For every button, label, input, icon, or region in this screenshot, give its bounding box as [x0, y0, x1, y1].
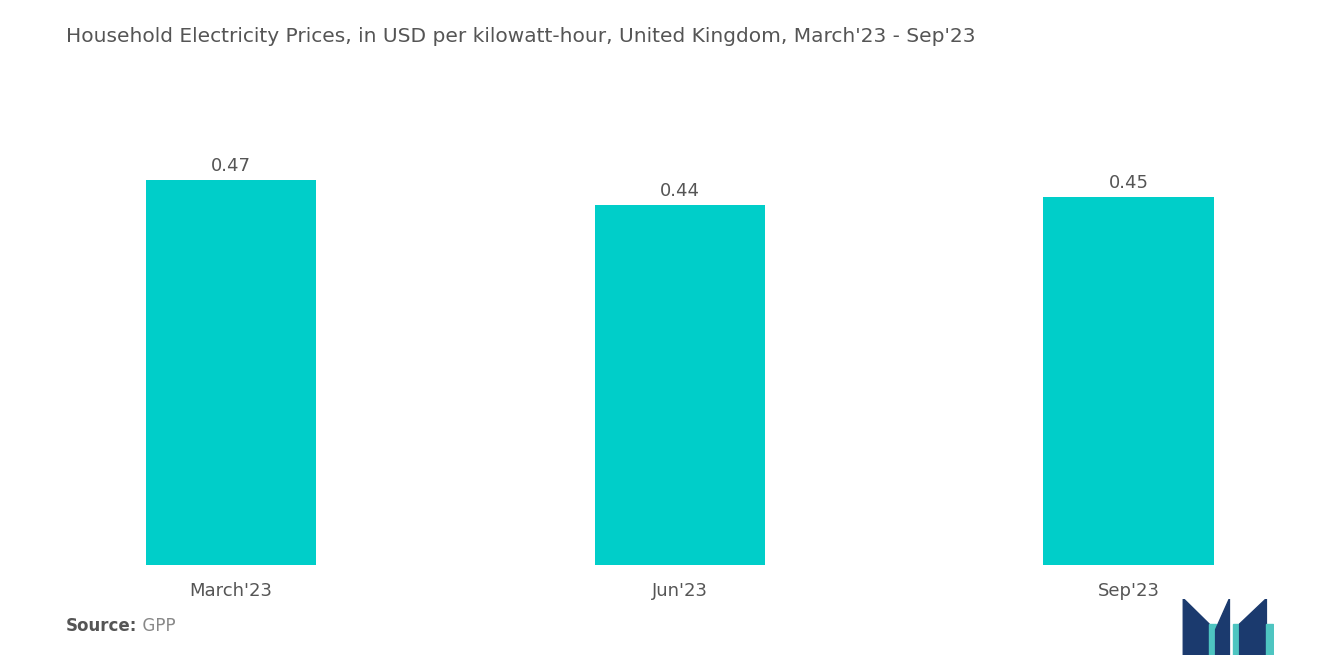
- Text: Household Electricity Prices, in USD per kilowatt-hour, United Kingdom, March'23: Household Electricity Prices, in USD per…: [66, 27, 975, 46]
- Text: 0.47: 0.47: [211, 157, 251, 175]
- Text: GPP: GPP: [132, 617, 176, 635]
- Polygon shape: [1233, 624, 1239, 655]
- Polygon shape: [1266, 624, 1272, 655]
- Text: 0.44: 0.44: [660, 182, 700, 200]
- Bar: [145, 180, 317, 565]
- Bar: [1043, 197, 1214, 565]
- Polygon shape: [1209, 624, 1216, 655]
- Polygon shape: [1183, 598, 1209, 655]
- Bar: [594, 205, 766, 565]
- Text: 0.45: 0.45: [1109, 174, 1148, 192]
- Text: Source:: Source:: [66, 617, 137, 635]
- Polygon shape: [1239, 598, 1266, 655]
- Polygon shape: [1216, 598, 1229, 655]
